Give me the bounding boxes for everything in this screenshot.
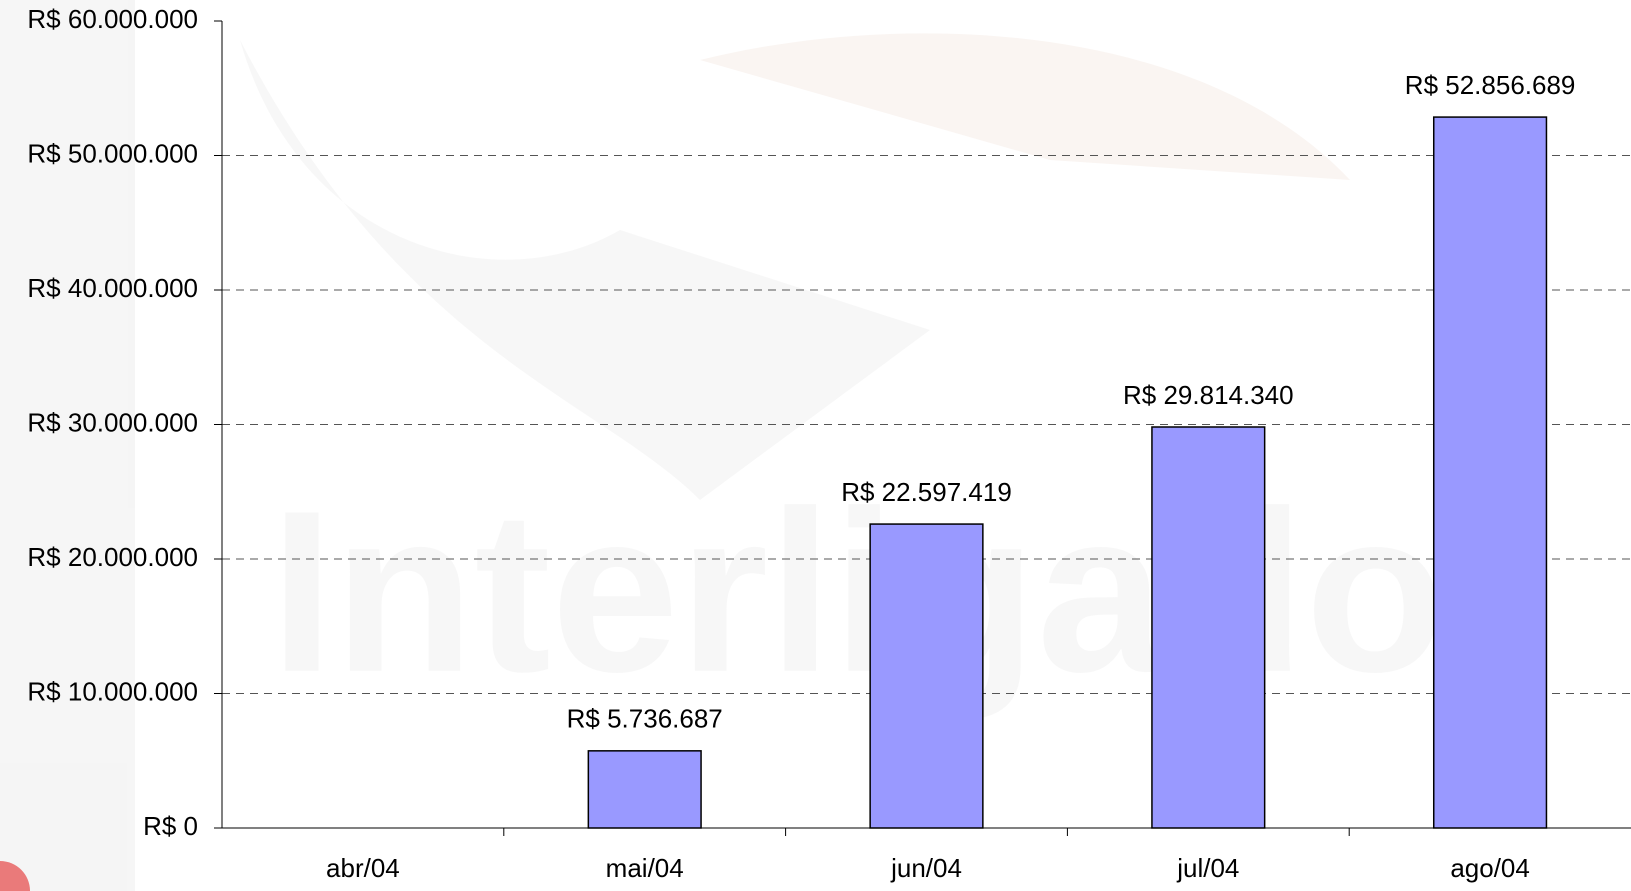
bar bbox=[587, 750, 702, 829]
y-tick-label: R$ 60.000.000 bbox=[27, 4, 198, 34]
y-tick-label: R$ 20.000.000 bbox=[27, 542, 198, 572]
y-tick-label: R$ 30.000.000 bbox=[27, 407, 198, 437]
bar bbox=[869, 523, 984, 829]
bar bbox=[1432, 116, 1548, 829]
background-decoration: Interligado bbox=[0, 0, 1350, 891]
x-tick-label: ago/04 bbox=[1450, 853, 1530, 883]
x-tick-label: abr/04 bbox=[326, 853, 400, 883]
value-label: R$ 29.814.340 bbox=[1123, 380, 1294, 410]
y-tick-label: R$ 0 bbox=[143, 811, 198, 841]
arrow-shape bbox=[240, 40, 930, 500]
side-stripes bbox=[0, 0, 135, 891]
arrow-shape bbox=[700, 33, 1350, 181]
y-tick-label: R$ 40.000.000 bbox=[27, 273, 198, 303]
y-tick-label: R$ 50.000.000 bbox=[27, 138, 198, 168]
x-tick-label: jun/04 bbox=[890, 853, 962, 883]
value-label: R$ 5.736.687 bbox=[567, 704, 723, 734]
value-label: R$ 52.856.689 bbox=[1405, 70, 1576, 100]
logo-fragment bbox=[0, 861, 30, 891]
value-label: R$ 22.597.419 bbox=[841, 477, 1012, 507]
x-tick-label: mai/04 bbox=[606, 853, 684, 883]
y-tick-label: R$ 10.000.000 bbox=[27, 676, 198, 706]
x-tick-label: jul/04 bbox=[1176, 853, 1239, 883]
bar bbox=[1151, 426, 1266, 829]
